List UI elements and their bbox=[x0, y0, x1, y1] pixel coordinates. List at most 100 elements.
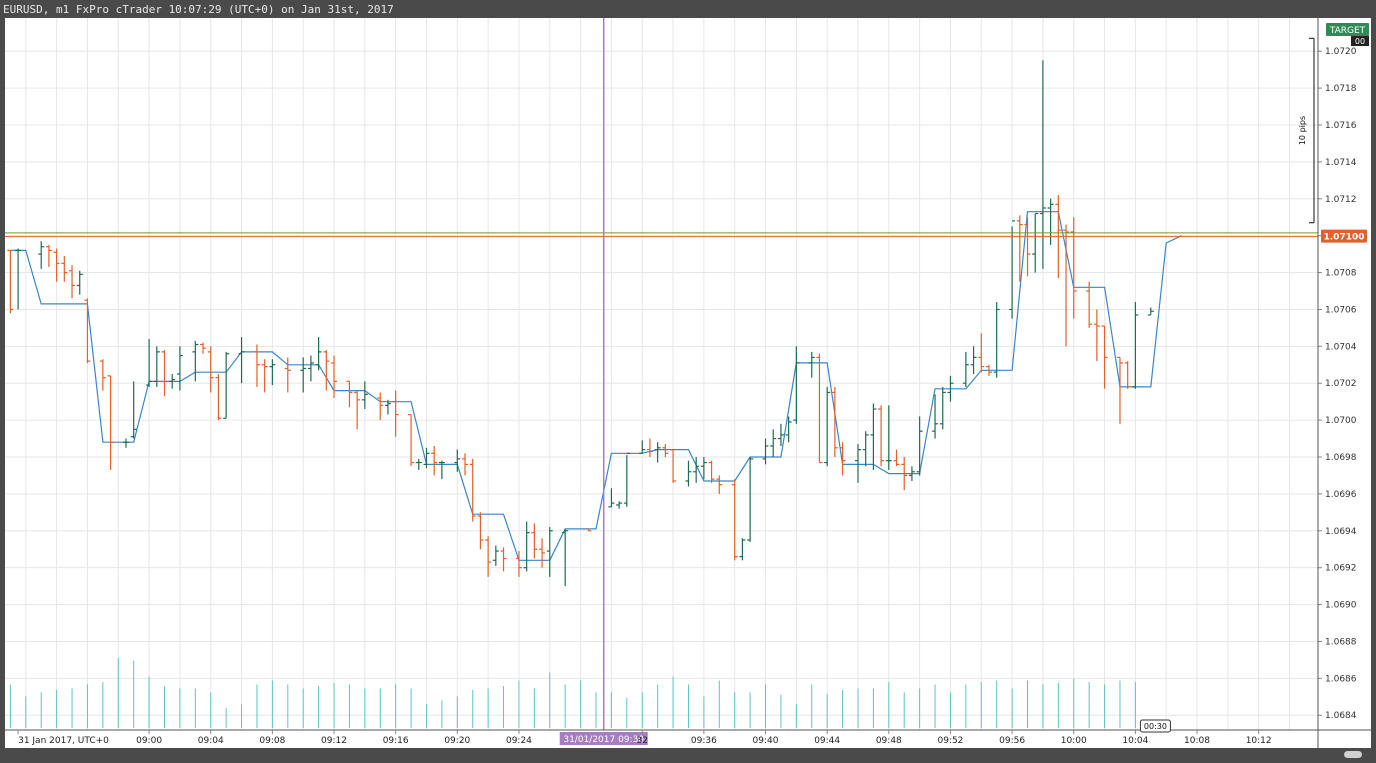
ohlc-bar bbox=[392, 390, 399, 437]
ohlc-bar bbox=[893, 449, 900, 467]
ohlc-bar bbox=[61, 255, 68, 282]
ohlc-bar bbox=[531, 523, 538, 559]
time-tick-label: 32 bbox=[637, 736, 648, 746]
price-axis[interactable]: 1.07201.07181.07161.07141.07121.07101.07… bbox=[1317, 18, 1357, 755]
ohlc-bar bbox=[670, 449, 677, 483]
price-tick-label: 1.0694 bbox=[1325, 527, 1357, 537]
time-tick-label: 09:48 bbox=[876, 736, 902, 746]
ohlc-bar bbox=[346, 380, 353, 408]
measure-label: 10 pips bbox=[1298, 116, 1307, 145]
ohlc-bar bbox=[462, 453, 469, 476]
ohlc-bar bbox=[1086, 281, 1093, 328]
ohlc-bar bbox=[153, 346, 160, 387]
ohlc-bar bbox=[762, 438, 769, 465]
cursor-crosshair: 31/01/2017 09:30 bbox=[559, 18, 648, 745]
ohlc-bar bbox=[431, 445, 438, 476]
ohlc-bar bbox=[700, 457, 707, 480]
time-tick-label: 09:24 bbox=[506, 736, 532, 746]
ohlc-bar bbox=[870, 403, 877, 470]
ohlc-bar bbox=[1147, 307, 1154, 316]
ohlc-bar bbox=[176, 346, 183, 391]
ohlc-bar bbox=[793, 346, 800, 424]
cursor-time-label: 31/01/2017 09:30 bbox=[563, 735, 644, 745]
ohlc-bar bbox=[1024, 217, 1031, 277]
ohlc-bar bbox=[1124, 361, 1131, 389]
horizontal-lines bbox=[5, 232, 1318, 238]
time-tick-label: 10:12 bbox=[1246, 736, 1272, 746]
ohlc-bar bbox=[515, 551, 522, 577]
time-tick-label: 09:04 bbox=[198, 736, 224, 746]
ohlc-bar bbox=[408, 413, 415, 467]
ohlc-bar bbox=[693, 457, 700, 483]
ohlc-bars bbox=[7, 60, 1154, 587]
price-tick-label: 1.0686 bbox=[1325, 674, 1357, 684]
ohlc-bar bbox=[654, 442, 661, 463]
ohlc-bar bbox=[122, 438, 129, 448]
price-tick-label: 1.0712 bbox=[1325, 195, 1357, 205]
ohlc-bar bbox=[878, 405, 885, 467]
price-tick-label: 1.0704 bbox=[1325, 342, 1357, 352]
price-tick-label: 1.0692 bbox=[1325, 564, 1357, 574]
ohlc-bar bbox=[824, 386, 831, 467]
ohlc-bar bbox=[862, 431, 869, 467]
ohlc-bar bbox=[623, 452, 630, 507]
ohlc-bar bbox=[69, 265, 76, 299]
ohlc-bar bbox=[323, 350, 330, 391]
ohlc-bar bbox=[916, 416, 923, 476]
ohlc-bar bbox=[477, 512, 484, 550]
target-sub-box bbox=[1351, 36, 1369, 46]
ohlc-bar bbox=[146, 338, 153, 387]
target-label: TARGET bbox=[1329, 26, 1366, 36]
ohlc-bar bbox=[770, 429, 777, 458]
ohlc-bar bbox=[1009, 220, 1016, 319]
ohlc-bar bbox=[685, 460, 692, 487]
ohlc-bar bbox=[38, 241, 45, 269]
ohlc-bar bbox=[1047, 198, 1054, 245]
ohlc-bar bbox=[53, 248, 60, 282]
ohlc-bar bbox=[932, 394, 939, 439]
price-tick-label: 1.0688 bbox=[1325, 637, 1357, 647]
ohlc-bar bbox=[423, 447, 430, 469]
ohlc-bar bbox=[200, 342, 207, 354]
price-tick-label: 1.0698 bbox=[1325, 453, 1357, 463]
ohlc-bar bbox=[993, 302, 1000, 378]
ohlc-bar bbox=[546, 527, 553, 577]
chart-canvas[interactable]: 31/01/2017 09:30 1.07201.07181.07161.071… bbox=[5, 18, 1371, 755]
scroll-handle[interactable] bbox=[1344, 751, 1362, 758]
price-tick-label: 1.0718 bbox=[1325, 84, 1357, 94]
grid bbox=[5, 18, 1318, 730]
ohlc-bar bbox=[831, 386, 838, 458]
ohlc-bar bbox=[808, 351, 815, 378]
ohlc-bar bbox=[161, 350, 168, 397]
ohlc-bar bbox=[785, 416, 792, 443]
ohlc-bar bbox=[107, 375, 114, 470]
time-axis[interactable]: 31 Jan 2017, UTC+0 09:00 09:04 09:08 09:12 09… bbox=[5, 729, 1371, 746]
ohlc-bar bbox=[816, 353, 823, 464]
ohlc-bar bbox=[331, 355, 338, 398]
ohlc-bar bbox=[500, 547, 507, 572]
ohlc-bar bbox=[269, 359, 276, 386]
ohlc-bar bbox=[1032, 212, 1039, 273]
time-tick-label: 09:56 bbox=[999, 736, 1025, 746]
ohlc-bar bbox=[539, 538, 546, 568]
ohlc-bar bbox=[192, 340, 199, 382]
ohlc-bar bbox=[708, 460, 715, 483]
ohlc-bar bbox=[1116, 356, 1123, 424]
time-tick-label: 09:00 bbox=[136, 736, 162, 746]
title-bar: EURUSD, m1 FxPro cTrader 10:07:29 (UTC+0… bbox=[0, 0, 1376, 18]
ohlc-bar bbox=[1063, 224, 1070, 347]
chart-area[interactable]: 31/01/2017 09:30 1.0720 1.0718 1.0716 1.071… bbox=[5, 18, 1371, 755]
ohlc-bar bbox=[454, 449, 461, 472]
ohlc-bar bbox=[562, 528, 569, 587]
time-tick-label: 09:12 bbox=[321, 736, 347, 746]
price-tick-label: 1.0702 bbox=[1325, 379, 1357, 389]
ohlc-bar bbox=[978, 333, 985, 373]
ohlc-bar bbox=[1016, 215, 1023, 282]
ohlc-bar bbox=[716, 475, 723, 494]
volume-bars bbox=[9, 658, 1136, 728]
ohlc-bar bbox=[45, 244, 52, 268]
price-line-path bbox=[10, 211, 1182, 561]
time-tick-label: 10:00 bbox=[1061, 736, 1087, 746]
bottom-bar bbox=[0, 748, 1376, 763]
